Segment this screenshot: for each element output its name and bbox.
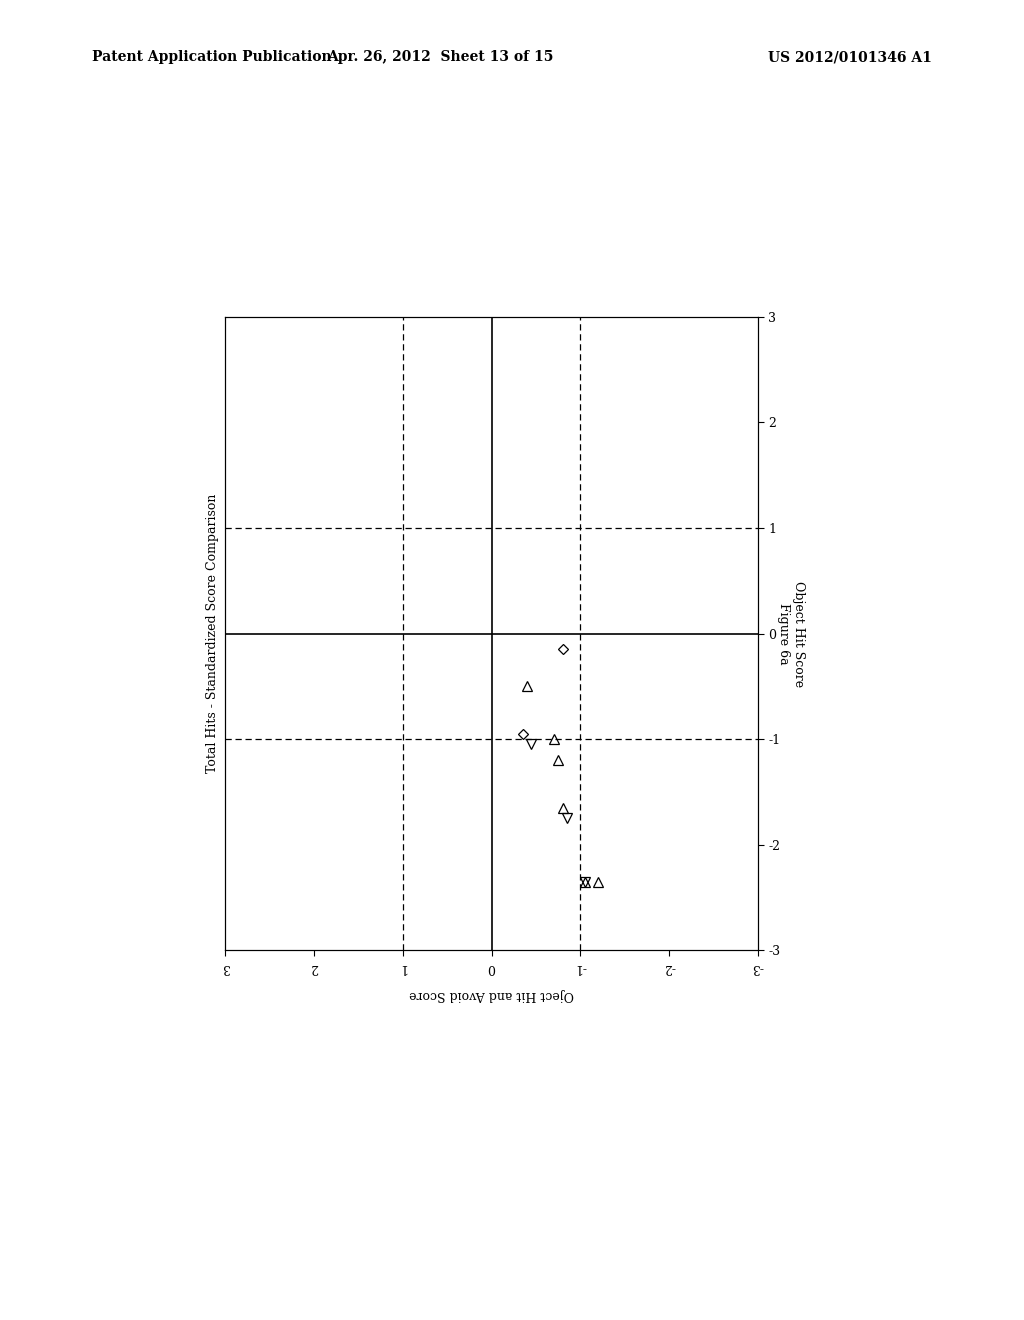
Text: US 2012/0101346 A1: US 2012/0101346 A1 — [768, 50, 932, 65]
Y-axis label: Object Hit Score
Figure 6a: Object Hit Score Figure 6a — [777, 581, 806, 686]
Text: Patent Application Publication: Patent Application Publication — [92, 50, 332, 65]
Y-axis label: Total Hits - Standardized Score Comparison: Total Hits - Standardized Score Comparis… — [206, 494, 218, 774]
Text: Apr. 26, 2012  Sheet 13 of 15: Apr. 26, 2012 Sheet 13 of 15 — [327, 50, 554, 65]
X-axis label: Oject Hit and Avoid Score: Oject Hit and Avoid Score — [409, 987, 574, 1001]
